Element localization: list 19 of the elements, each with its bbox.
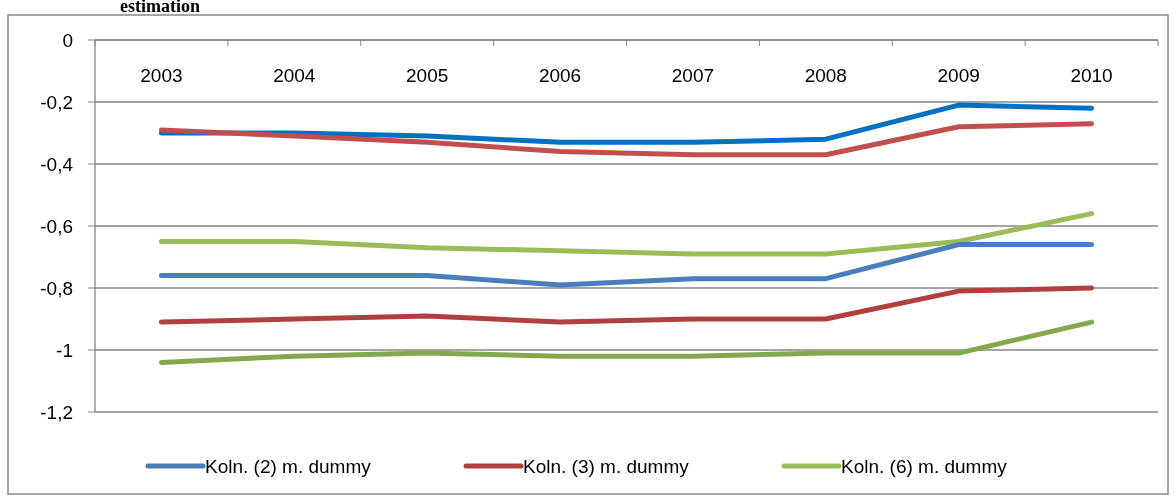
x-tick-label: 2010 [1070,65,1113,86]
x-tick-label: 2007 [671,65,715,86]
x-tick-label: 2006 [538,65,582,86]
x-tick-label: 2004 [273,65,316,86]
y-tick-label: -0,2 [40,91,73,113]
chart-title: estimation [120,0,200,16]
legend-label: Koln. (6) m. dummy [841,455,1008,477]
y-tick-label: -0,4 [40,153,74,175]
x-tick-label: 2003 [140,65,183,86]
x-tick-label: 2009 [937,65,980,86]
y-tick-label: -0,6 [40,215,73,237]
x-tick-label: 2008 [804,65,847,86]
y-tick-label: -1 [56,339,73,361]
y-tick-label: 0 [62,29,73,51]
legend-label: Koln. (3) m. dummy [523,455,690,477]
x-tick-label: 2005 [406,65,449,86]
y-tick-label: -0,8 [40,277,73,299]
y-tick-label: -1,2 [40,401,73,423]
legend-label: Koln. (2) m. dummy [205,455,372,477]
